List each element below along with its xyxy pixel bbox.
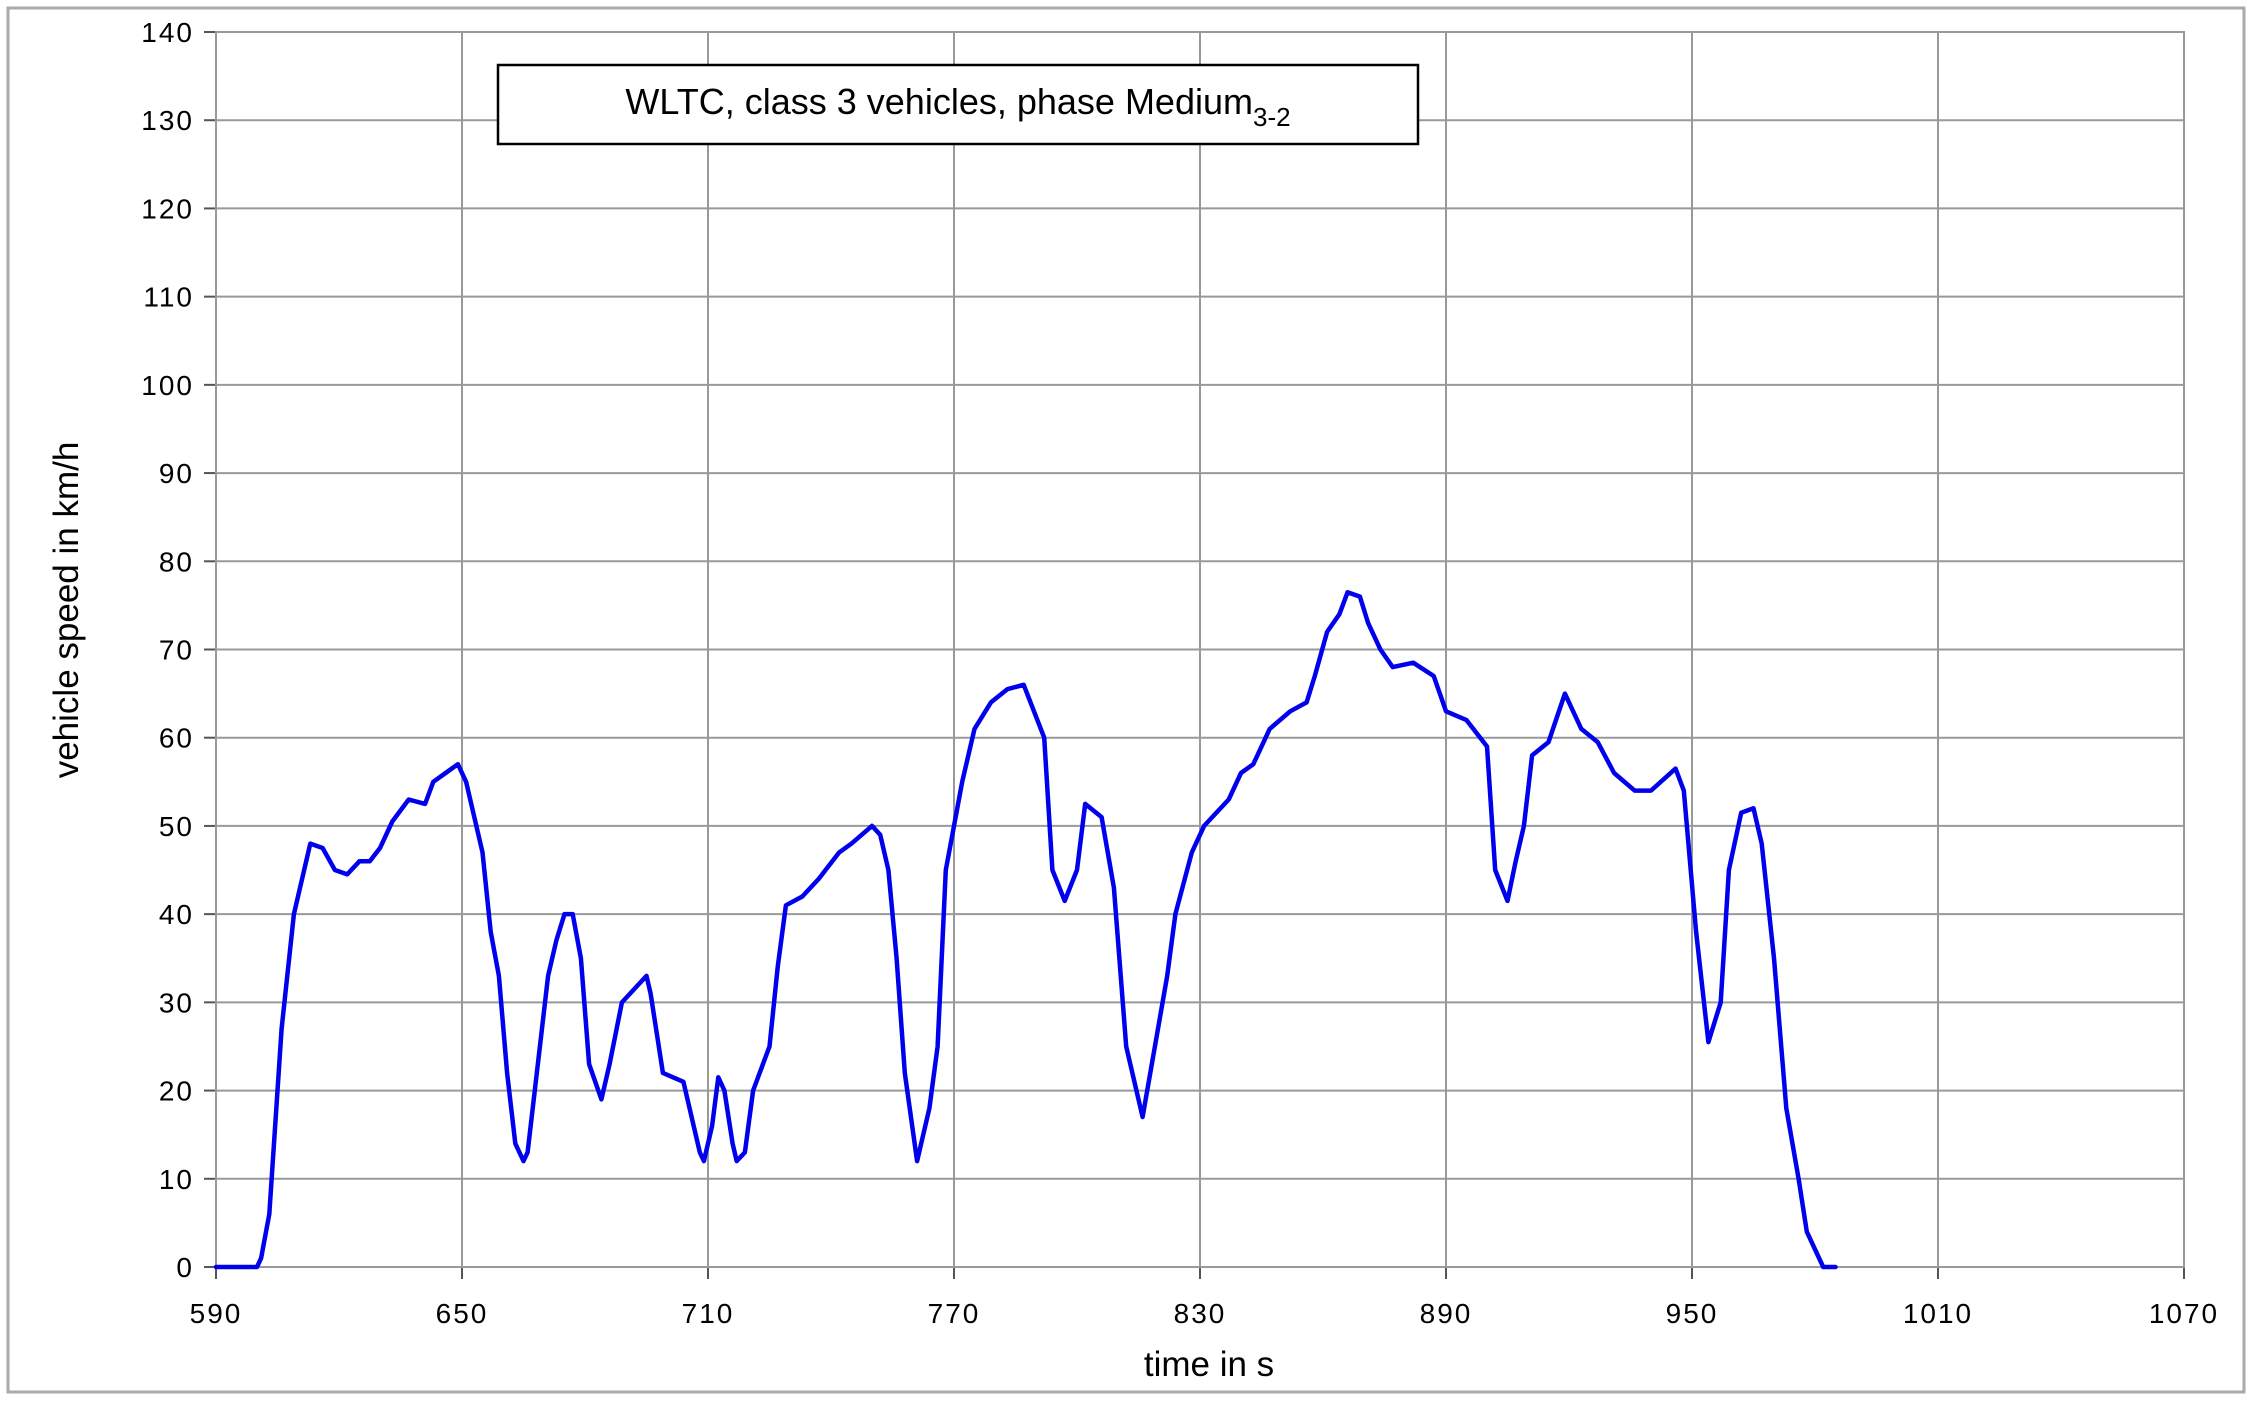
plot bbox=[213, 589, 1838, 1270]
y-tick-label: 80 bbox=[159, 546, 194, 577]
y-tick-label: 60 bbox=[159, 723, 194, 754]
speed-line bbox=[213, 589, 1838, 1270]
y-axis-label: vehicle speed in km/h bbox=[47, 442, 86, 779]
y-tick-label: 10 bbox=[159, 1164, 194, 1195]
x-tick-label: 890 bbox=[1420, 1298, 1473, 1329]
y-tick-label: 120 bbox=[141, 193, 194, 224]
y-tick-label: 130 bbox=[141, 105, 194, 136]
y-tick-label: 70 bbox=[159, 635, 194, 666]
y-tick-label: 0 bbox=[176, 1252, 194, 1283]
title-subscript: 3-2 bbox=[1253, 102, 1291, 132]
x-tick-label: 770 bbox=[928, 1298, 981, 1329]
y-tick-label: 20 bbox=[159, 1076, 194, 1107]
x-tick-label: 1010 bbox=[1903, 1298, 1973, 1329]
y-tick-label: 50 bbox=[159, 811, 194, 842]
plot-frame bbox=[215, 31, 2185, 1268]
y-tick-label: 90 bbox=[159, 458, 194, 489]
title-main: WLTC, class 3 vehicles, phase Medium bbox=[625, 81, 1253, 122]
x-tick-label: 1070 bbox=[2149, 1298, 2219, 1329]
x-tick-label: 650 bbox=[436, 1298, 489, 1329]
y-tick-label: 100 bbox=[141, 370, 194, 401]
y-tick-label: 30 bbox=[159, 987, 194, 1018]
chart-frame bbox=[6, 6, 2246, 1394]
y-tick-label: 110 bbox=[143, 282, 194, 313]
y-tick-label: 140 bbox=[141, 17, 194, 48]
title-box bbox=[496, 63, 1420, 146]
x-tick-label: 590 bbox=[190, 1298, 243, 1329]
chart-title: WLTC, class 3 vehicles, phase Medium3-2 bbox=[625, 81, 1290, 132]
x-axis-label: time in s bbox=[1144, 1345, 1274, 1384]
y-tick-label: 40 bbox=[159, 899, 194, 930]
x-tick-label: 710 bbox=[682, 1298, 735, 1329]
x-tick-label: 950 bbox=[1666, 1298, 1719, 1329]
x-tick-label: 830 bbox=[1174, 1298, 1227, 1329]
